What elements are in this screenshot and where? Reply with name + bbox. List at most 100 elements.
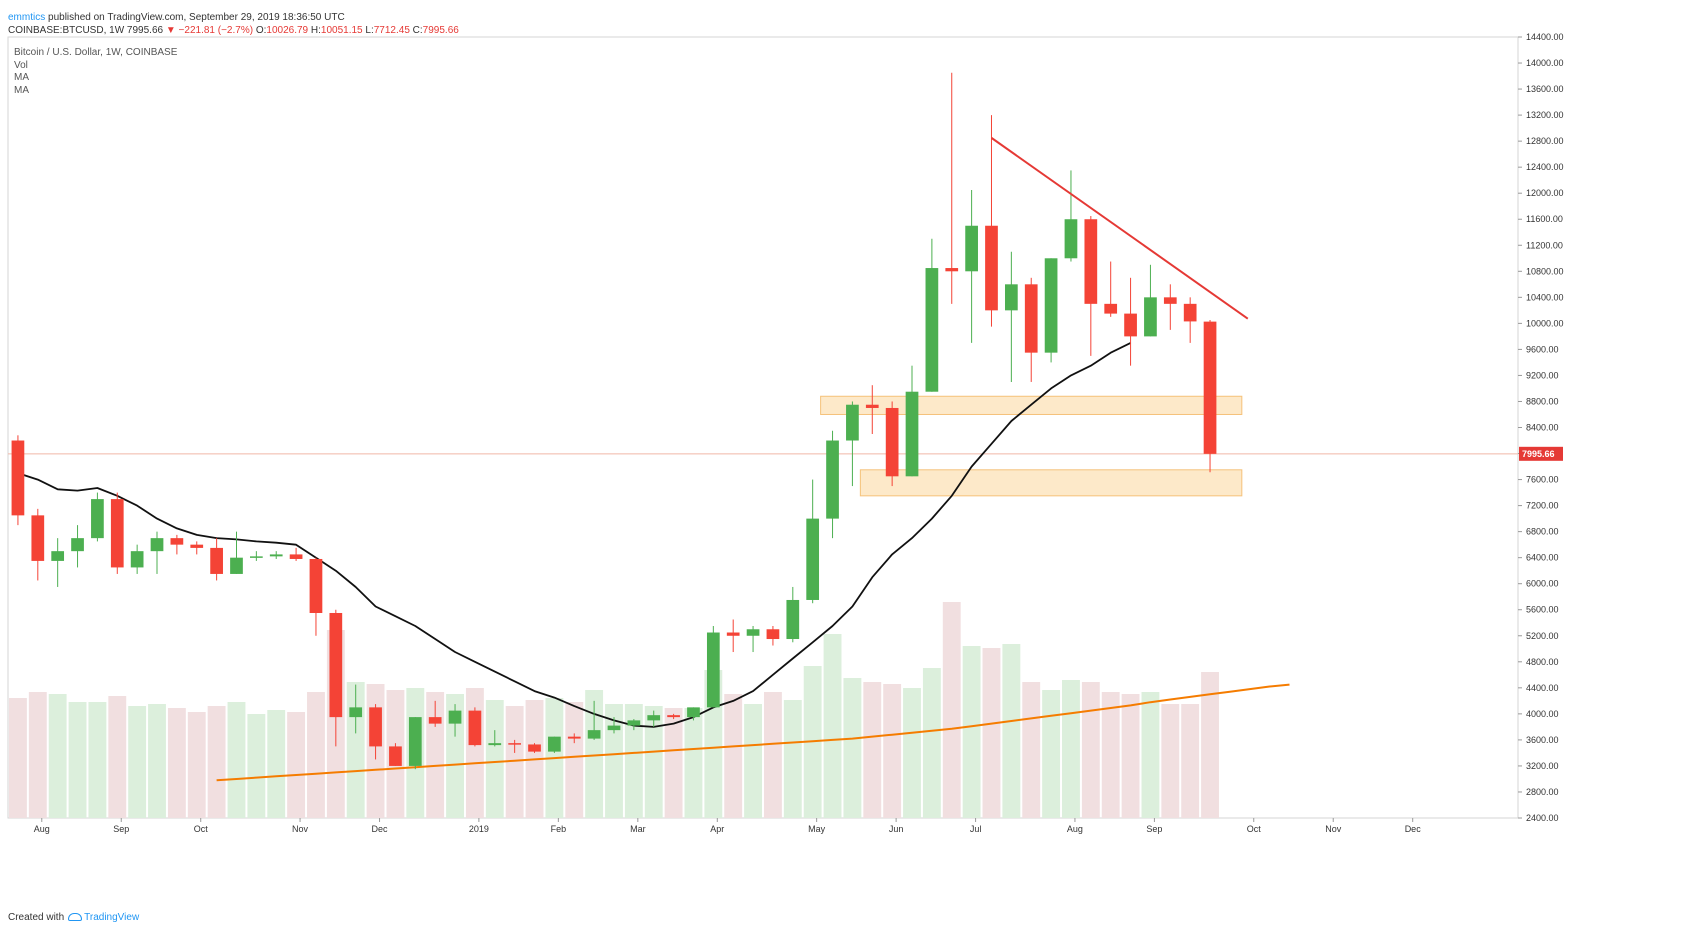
candle-body[interactable] bbox=[369, 707, 382, 747]
candle-body[interactable] bbox=[746, 629, 760, 636]
volume-bar bbox=[108, 696, 127, 818]
candle-body[interactable] bbox=[1004, 284, 1018, 311]
candle-body[interactable] bbox=[925, 268, 939, 392]
volume-bar bbox=[823, 634, 842, 818]
candle-body[interactable] bbox=[826, 440, 839, 519]
candle-body[interactable] bbox=[269, 554, 283, 557]
y-tick-label: 14400.00 bbox=[1526, 32, 1564, 42]
candle-body[interactable] bbox=[667, 715, 680, 718]
y-tick-label: 3600.00 bbox=[1526, 735, 1559, 745]
candle-body[interactable] bbox=[51, 551, 65, 561]
volume-bar bbox=[982, 648, 1001, 818]
candle-body[interactable] bbox=[1064, 219, 1078, 259]
y-tick-label: 10400.00 bbox=[1526, 292, 1564, 302]
candle-body[interactable] bbox=[1124, 313, 1137, 337]
candle-body[interactable] bbox=[130, 551, 144, 568]
candle-body[interactable] bbox=[448, 710, 462, 724]
x-tick-label: Aug bbox=[1067, 824, 1083, 834]
candle-body[interactable] bbox=[91, 499, 104, 539]
volume-bar bbox=[68, 702, 87, 818]
ma-short-line bbox=[17, 342, 1131, 728]
candle-body[interactable] bbox=[1084, 219, 1098, 304]
x-tick-label: Feb bbox=[551, 824, 567, 834]
y-tick-label: 8800.00 bbox=[1526, 396, 1559, 406]
candle-body[interactable] bbox=[428, 717, 442, 724]
volume-bar bbox=[585, 690, 604, 818]
volume-bar bbox=[724, 694, 743, 818]
candle-body[interactable] bbox=[150, 538, 164, 552]
volume-bar bbox=[1161, 704, 1180, 818]
candle-body[interactable] bbox=[1163, 297, 1177, 304]
candle-body[interactable] bbox=[1024, 284, 1038, 353]
legend-ma-long[interactable]: MA bbox=[14, 84, 29, 96]
candle-body[interactable] bbox=[508, 743, 522, 745]
candle-body[interactable] bbox=[846, 404, 859, 441]
candle-body[interactable] bbox=[230, 557, 243, 574]
candle-body[interactable] bbox=[567, 736, 581, 739]
y-tick-label: 12000.00 bbox=[1526, 188, 1564, 198]
volume-bar bbox=[446, 694, 464, 818]
volume-bar bbox=[505, 706, 524, 818]
candle-body[interactable] bbox=[349, 707, 363, 718]
candle-body[interactable] bbox=[587, 730, 601, 739]
x-tick-label: Jul bbox=[970, 824, 982, 834]
candle-body[interactable] bbox=[488, 743, 502, 746]
y-tick-label: 9600.00 bbox=[1526, 344, 1559, 354]
candle-body[interactable] bbox=[786, 599, 800, 640]
candle-body[interactable] bbox=[1183, 303, 1197, 322]
candle-body[interactable] bbox=[1144, 297, 1157, 337]
x-tick-label: Oct bbox=[1247, 824, 1262, 834]
tradingview-link[interactable]: TradingView bbox=[84, 912, 140, 923]
candle-body[interactable] bbox=[389, 746, 402, 766]
candle-body[interactable] bbox=[687, 707, 700, 718]
trendline[interactable] bbox=[990, 137, 1249, 320]
candle-body[interactable] bbox=[885, 407, 899, 477]
candle-body[interactable] bbox=[249, 556, 263, 558]
candle-body[interactable] bbox=[468, 710, 482, 746]
legend-vol[interactable]: Vol bbox=[14, 59, 28, 71]
legend-ma-short[interactable]: MA bbox=[14, 72, 29, 83]
candle-body[interactable] bbox=[309, 558, 323, 613]
candle-body[interactable] bbox=[706, 632, 720, 708]
candle-body[interactable] bbox=[865, 404, 879, 408]
candle-body[interactable] bbox=[31, 515, 45, 561]
candle-body[interactable] bbox=[766, 629, 780, 640]
candle-body[interactable] bbox=[726, 632, 740, 636]
candle-body[interactable] bbox=[170, 538, 184, 545]
candle-body[interactable] bbox=[1203, 321, 1217, 454]
volume-bar bbox=[1101, 692, 1120, 818]
volume-bar bbox=[227, 702, 246, 818]
candle-body[interactable] bbox=[905, 391, 919, 477]
close-label: C: bbox=[412, 25, 423, 36]
candle-body[interactable] bbox=[806, 518, 820, 600]
published-text: published on TradingView.com, September … bbox=[48, 12, 345, 23]
candle-body[interactable] bbox=[607, 725, 621, 731]
candle-body[interactable] bbox=[110, 499, 124, 568]
author-link[interactable]: emmtics bbox=[8, 12, 46, 23]
candle-body[interactable] bbox=[408, 717, 422, 766]
candle-body[interactable] bbox=[289, 554, 303, 559]
candle-body[interactable] bbox=[190, 544, 204, 548]
support-zone[interactable] bbox=[859, 469, 1243, 497]
volume-bar bbox=[1181, 704, 1200, 818]
high-label: H: bbox=[310, 25, 321, 36]
volume-bar bbox=[565, 702, 584, 818]
candle-body[interactable] bbox=[71, 538, 84, 552]
candle-body[interactable] bbox=[329, 612, 343, 718]
candle-body[interactable] bbox=[965, 225, 978, 272]
candle-body[interactable] bbox=[627, 720, 641, 726]
candle-body[interactable] bbox=[528, 744, 541, 752]
candle-body[interactable] bbox=[548, 736, 561, 752]
candle-body[interactable] bbox=[945, 268, 959, 272]
volume-bar bbox=[903, 688, 921, 818]
change-text: −221.81 (−2.7%) bbox=[178, 25, 254, 36]
open-value: 10026.79 bbox=[266, 25, 309, 36]
candle-body[interactable] bbox=[1104, 303, 1118, 314]
candle-body[interactable] bbox=[647, 715, 661, 721]
volume-bar bbox=[307, 692, 325, 818]
candle-body[interactable] bbox=[985, 225, 998, 311]
candle-body[interactable] bbox=[11, 440, 25, 516]
candle-body[interactable] bbox=[210, 547, 223, 574]
candle-body[interactable] bbox=[1044, 258, 1058, 353]
